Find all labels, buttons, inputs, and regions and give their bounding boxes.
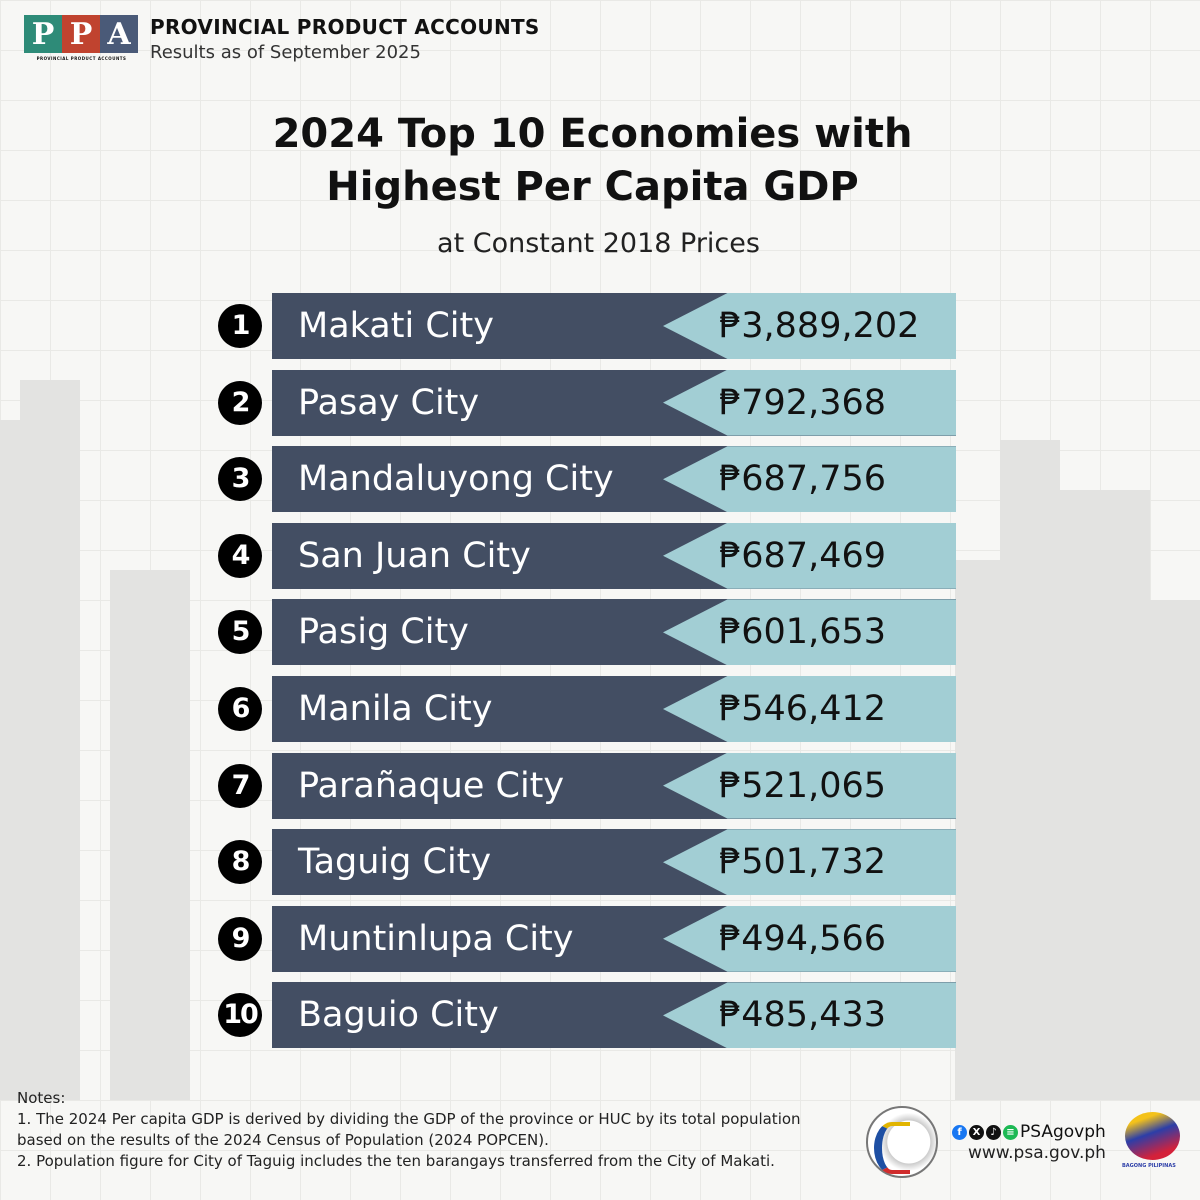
name-bar: Manila City ₱546,412 — [272, 676, 956, 742]
per-capita-gdp-value: ₱546,412 — [719, 689, 887, 729]
note-item: 1. The 2024 Per capita GDP is derived by… — [17, 1110, 801, 1149]
rank-badge: 7 — [218, 763, 262, 808]
economy-name: Parañaque City — [298, 765, 565, 806]
logo-letter: P — [62, 15, 100, 53]
rank-badge: 10 — [218, 993, 262, 1038]
ranking-row: 5 Pasig City ₱601,653 — [216, 599, 956, 666]
x-icon[interactable]: X — [969, 1124, 984, 1140]
value-bar — [663, 982, 956, 1049]
rank-badge: 4 — [218, 533, 262, 578]
name-bar: San Juan City ₱687,469 — [272, 522, 956, 589]
per-capita-gdp-value: ₱601,653 — [719, 612, 887, 653]
per-capita-gdp-value: ₱485,433 — [719, 995, 887, 1036]
economy-name: Pasay City — [298, 382, 480, 423]
tiktok-icon[interactable]: ♪ — [986, 1124, 1001, 1140]
value-bar — [663, 293, 956, 359]
notes-heading: Notes: — [17, 1089, 66, 1107]
value-bar — [663, 676, 956, 742]
ranking-row: 1 Makati City ₱3,889,202 — [216, 293, 956, 359]
facebook-icon[interactable]: f — [952, 1124, 967, 1140]
rank-badge: 9 — [218, 916, 262, 961]
per-capita-gdp-value: ₱687,469 — [719, 535, 887, 576]
economy-name: Baguio City — [298, 995, 499, 1036]
ranking-row: 10 Baguio City ₱485,433 — [216, 982, 956, 1049]
per-capita-gdp-value: ₱687,756 — [719, 459, 887, 500]
per-capita-gdp-value: ₱521,065 — [719, 765, 887, 806]
social-handle[interactable]: PSAgovph — [1020, 1122, 1106, 1142]
website-link[interactable]: www.psa.gov.ph — [968, 1143, 1106, 1163]
header-title: PROVINCIAL PRODUCT ACCOUNTS — [150, 15, 540, 39]
ranking-row: 7 Parañaque City ₱521,065 — [216, 752, 956, 819]
value-bar — [663, 905, 956, 972]
name-bar: Mandaluyong City ₱687,756 — [272, 446, 956, 513]
name-bar: Pasay City ₱792,368 — [272, 369, 956, 436]
ranking-row: 6 Manila City ₱546,412 — [216, 676, 956, 742]
economy-name: San Juan City — [298, 535, 531, 576]
logo-caption: PROVINCIAL PRODUCT ACCOUNTS — [36, 56, 127, 61]
chart-title: 2024 Top 10 Economies with Highest Per Ca… — [272, 111, 913, 210]
social-links: f X ♪ ≡ PSAgovph — [952, 1122, 1106, 1142]
name-bar: Muntinlupa City ₱494,566 — [272, 905, 956, 972]
value-bar — [663, 829, 956, 896]
per-capita-gdp-value: ₱3,889,202 — [719, 306, 920, 346]
name-bar: Taguig City ₱501,732 — [272, 829, 956, 896]
ranking-row: 3 Mandaluyong City ₱687,756 — [216, 446, 956, 513]
notes: Notes: 1. The 2024 Per capita GDP is der… — [17, 1088, 847, 1172]
value-bar — [663, 369, 956, 436]
psa-logo — [866, 1106, 938, 1178]
value-bar — [663, 752, 956, 819]
logo-letter: P — [24, 15, 62, 53]
note-item: 2. Population figure for City of Taguig … — [17, 1152, 775, 1170]
value-bar — [663, 522, 956, 589]
bagong-pilipinas-logo — [1125, 1112, 1180, 1160]
per-capita-gdp-value: ₱501,732 — [719, 842, 887, 883]
economy-name: Mandaluyong City — [298, 459, 614, 500]
ranking-row: 8 Taguig City ₱501,732 — [216, 829, 956, 896]
bagong-pilipinas-caption: BAGONG PILIPINAS — [1122, 1163, 1176, 1169]
name-bar: Parañaque City ₱521,065 — [272, 752, 956, 819]
per-capita-gdp-value: ₱494,566 — [719, 918, 887, 959]
name-bar: Makati City ₱3,889,202 — [272, 293, 956, 359]
rank-badge: 8 — [218, 840, 262, 885]
ranking-row: 4 San Juan City ₱687,469 — [216, 522, 956, 589]
rank-badge: 6 — [218, 687, 262, 731]
header-subtitle: Results as of September 2025 — [150, 42, 421, 63]
economy-name: Pasig City — [298, 612, 469, 653]
ranking-row: 9 Muntinlupa City ₱494,566 — [216, 905, 956, 972]
value-bar — [663, 599, 956, 666]
rank-badge: 5 — [218, 610, 262, 655]
economy-name: Manila City — [298, 689, 493, 729]
ranking-row: 2 Pasay City ₱792,368 — [216, 369, 956, 436]
chart-subtitle: at Constant 2018 Prices — [437, 228, 760, 259]
ppa-logo: P P A PROVINCIAL PRODUCT ACCOUNTS — [24, 15, 139, 63]
economy-name: Taguig City — [298, 842, 492, 883]
economy-name: Makati City — [298, 306, 494, 346]
name-bar: Baguio City ₱485,433 — [272, 982, 956, 1049]
rank-badge: 1 — [218, 304, 262, 348]
name-bar: Pasig City ₱601,653 — [272, 599, 956, 666]
rank-badge: 2 — [218, 380, 262, 425]
logo-letter: A — [100, 15, 138, 53]
rank-badge: 3 — [218, 457, 262, 502]
spotify-icon[interactable]: ≡ — [1003, 1124, 1018, 1140]
economy-name: Muntinlupa City — [298, 918, 574, 959]
per-capita-gdp-value: ₱792,368 — [719, 382, 887, 423]
value-bar — [663, 446, 956, 513]
